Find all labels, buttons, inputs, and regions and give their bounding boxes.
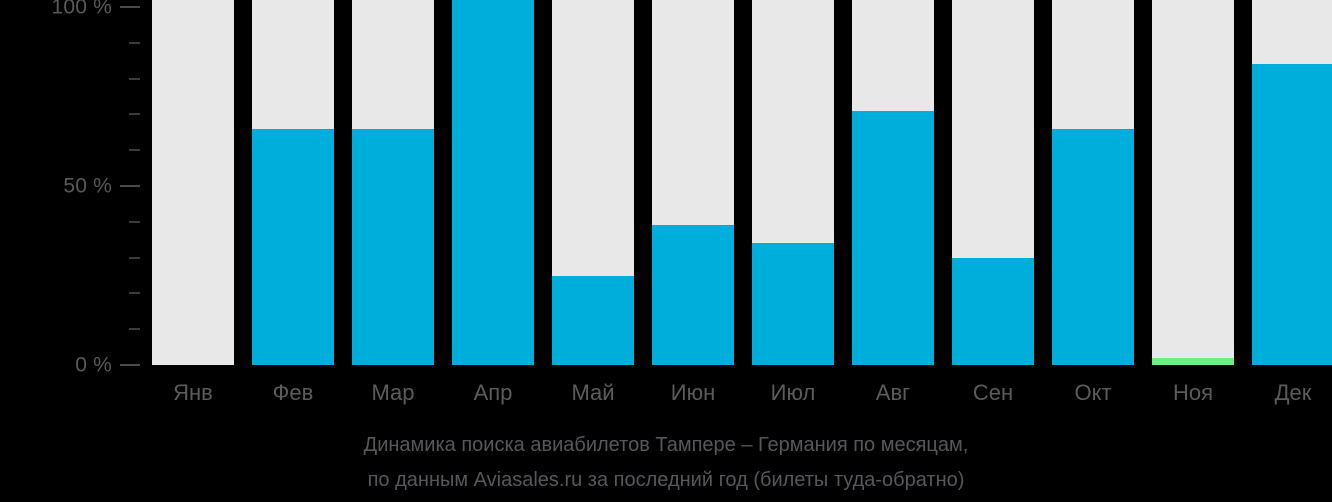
x-axis-label-8: Сен [972,380,1014,405]
chart-caption: Динамика поиска авиабилетов Тампере – Ге… [0,428,1332,498]
bar-track [1152,0,1234,365]
bar-column[interactable] [952,0,1034,365]
bar-fill [352,128,434,365]
y-axis-minor-tick [129,328,140,331]
bar-fill [552,275,634,365]
x-axis-label-6: Июл [770,380,816,405]
x-axis-label-10: Ноя [1172,380,1214,405]
y-axis: 100 % 50 % 0 % [0,0,152,376]
y-axis-major-tick [120,6,140,8]
bar-column[interactable] [1152,0,1234,365]
bar-column[interactable] [752,0,834,365]
y-axis-label: 100 % [51,0,112,19]
bar-column[interactable] [252,0,334,365]
bar-column[interactable] [552,0,634,365]
bar-fill [752,243,834,365]
bar-column[interactable] [852,0,934,365]
bar-fill [1152,357,1234,365]
y-axis-minor-tick [129,41,140,44]
bar-fill [952,257,1034,365]
y-axis-minor-tick [129,256,140,259]
y-axis-label: 50 % [63,174,112,198]
y-axis-minor-tick [129,292,140,295]
x-axis-label-0: Янв [173,380,213,405]
bar-column[interactable] [1252,0,1332,365]
x-axis-label-7: Авг [875,380,911,405]
caption-line-0: Динамика поиска авиабилетов Тампере – Ге… [363,434,969,456]
bar-fill [652,225,734,365]
bar-fill [452,0,534,365]
bar-fill [1052,128,1134,365]
x-axis-label-1: Фев [272,380,314,405]
x-axis: Янв Фев Мар Апр Май Июн Июл Авг Сен Окт Ноя Дек [152,378,1332,412]
bar-fill [852,110,934,365]
bar-column[interactable] [1052,0,1134,365]
y-axis-major-tick [120,364,140,366]
bar-fill [252,128,334,365]
y-axis-label: 0 % [75,353,112,377]
x-axis-label-2: Мар [371,380,415,405]
y-axis-minor-tick [129,149,140,152]
x-axis-label-3: Апр [473,380,513,405]
bar-column[interactable] [652,0,734,365]
x-axis-label-4: Май [571,380,615,405]
x-axis-label-11: Дек [1274,380,1312,405]
y-axis-minor-tick [129,113,140,116]
x-axis-label-9: Окт [1074,380,1112,405]
bar-column[interactable] [452,0,534,365]
caption-line-1: по данным Aviasales.ru за последний год … [367,469,965,491]
x-axis-label-5: Июн [670,380,716,405]
y-axis-minor-tick [129,220,140,223]
y-axis-major-tick [120,185,140,187]
bar-track [152,0,234,365]
bar-plot-area [152,0,1332,365]
bar-fill [1252,64,1332,365]
bar-column[interactable] [152,0,234,365]
bar-column[interactable] [352,0,434,365]
y-axis-minor-tick [129,77,140,80]
